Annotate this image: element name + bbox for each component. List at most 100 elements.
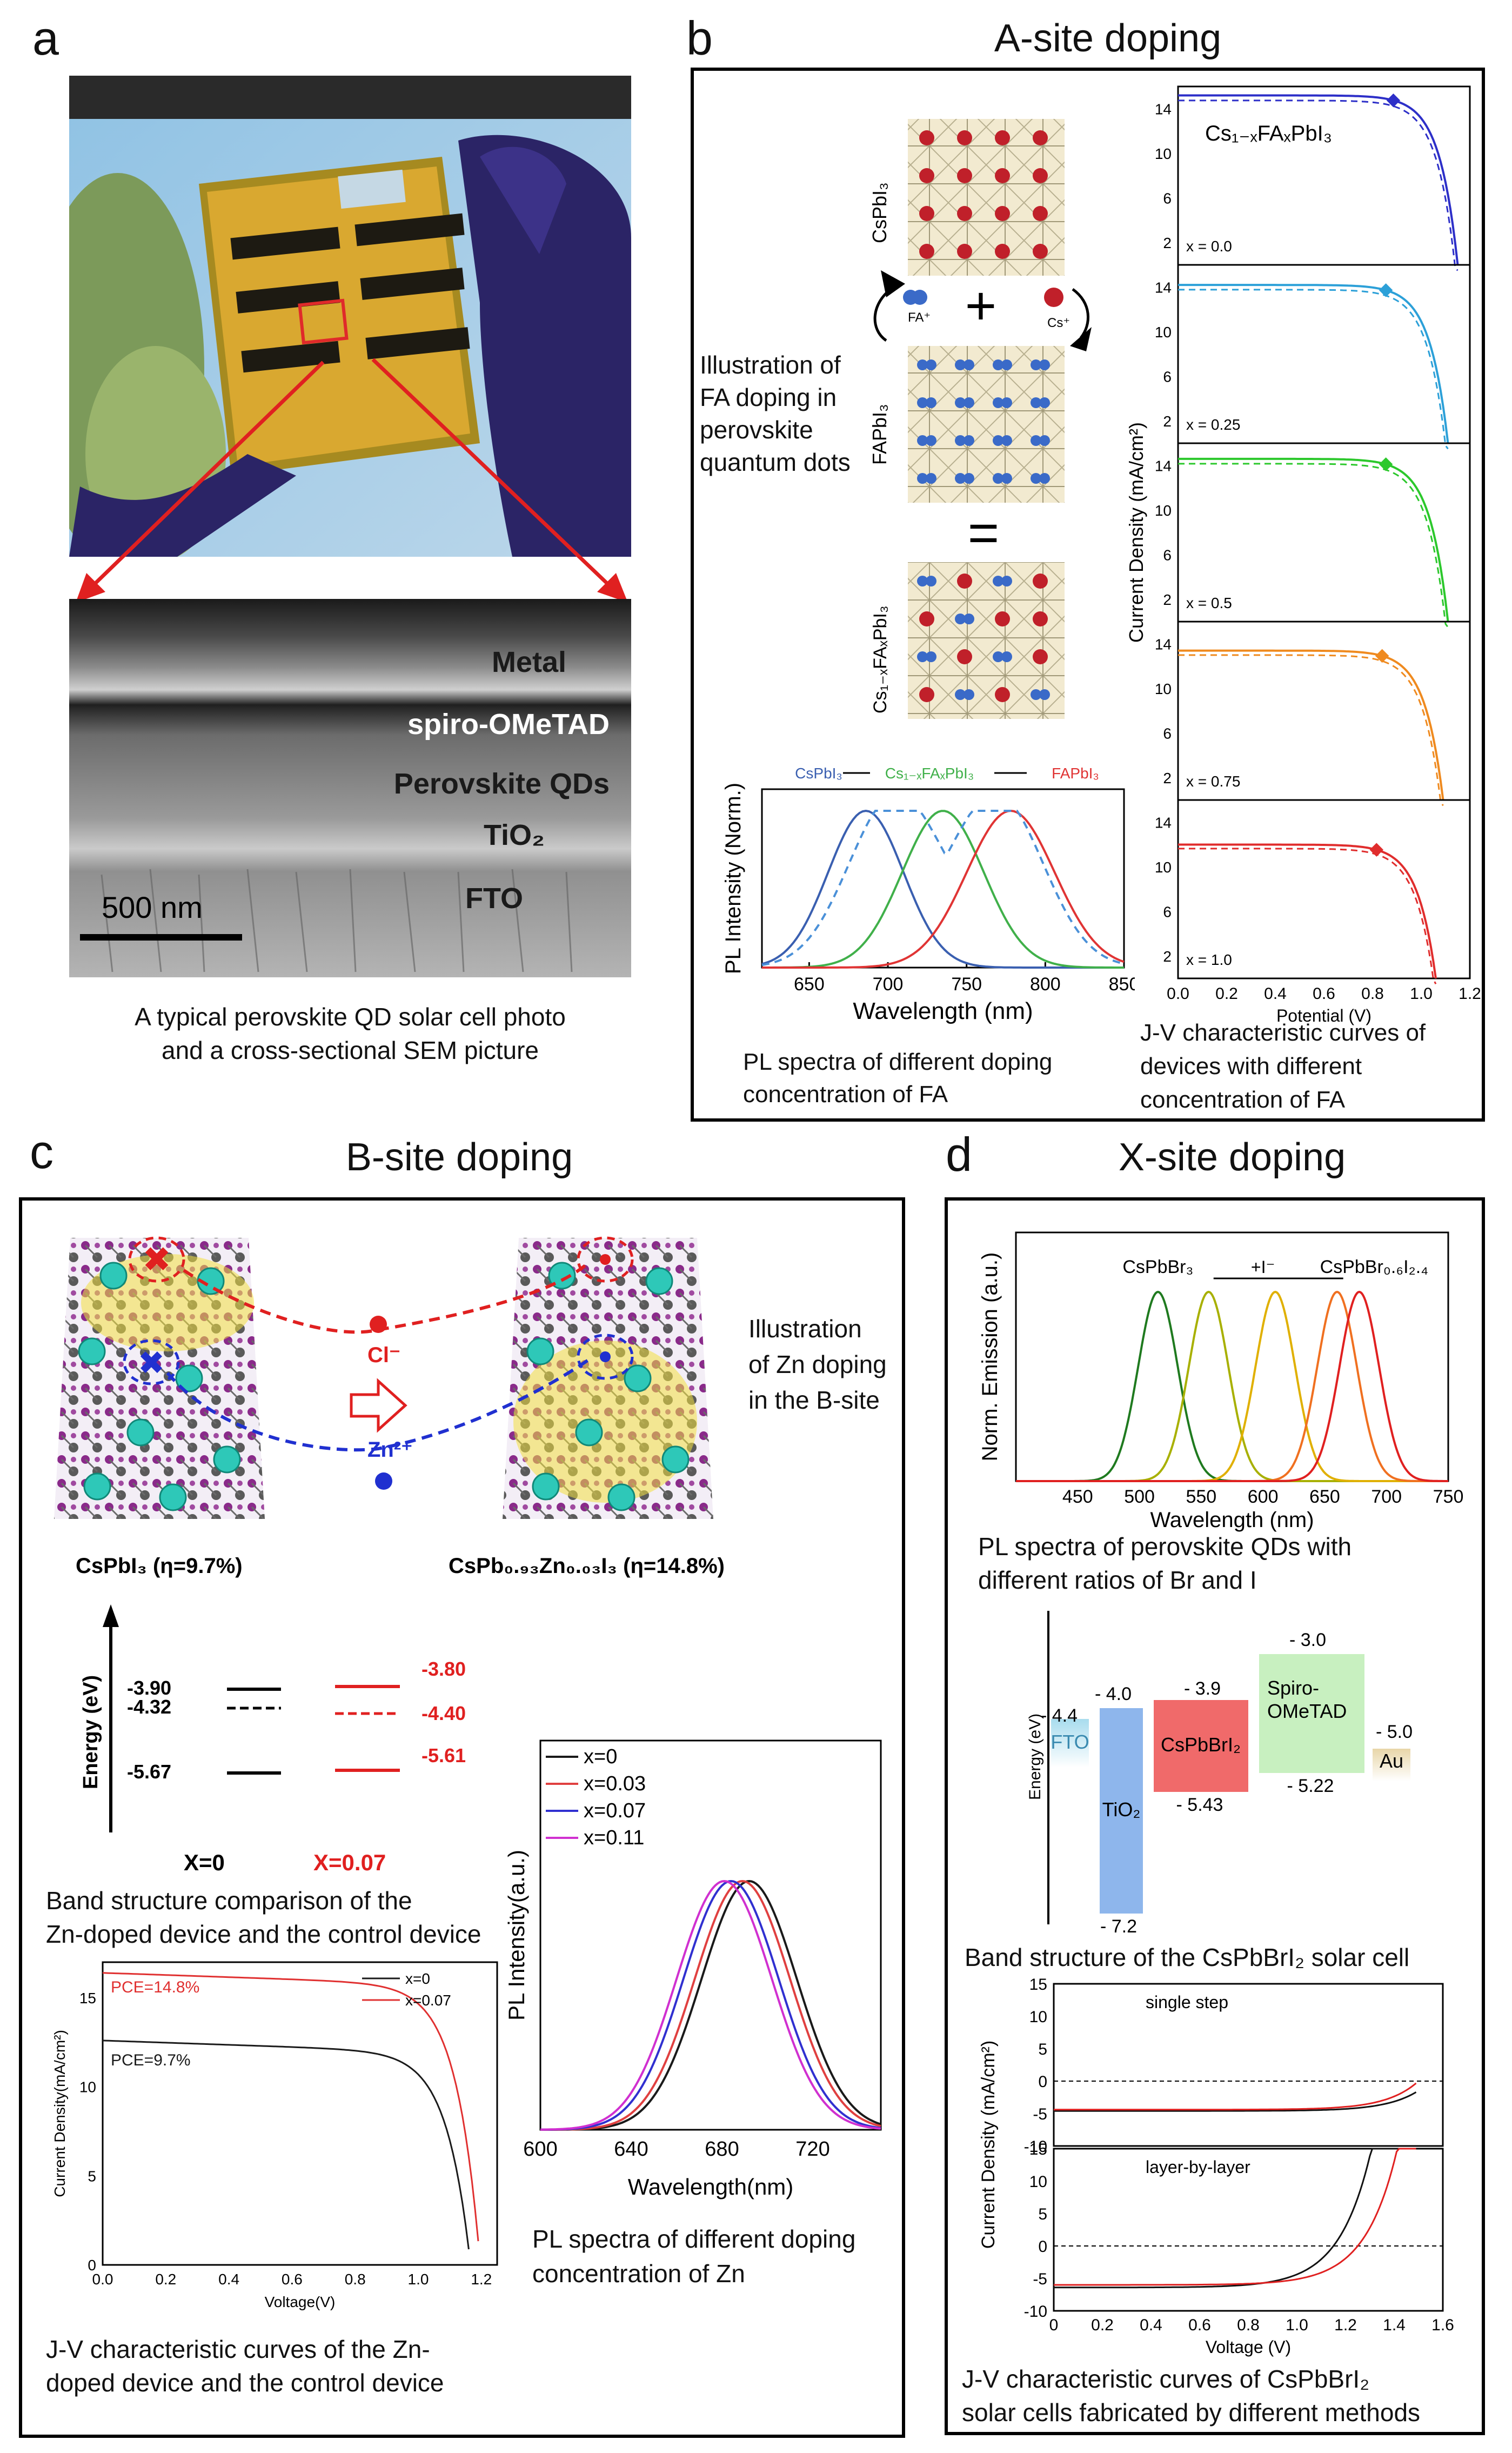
d-jv-ytick-1-3: 0	[1038, 2238, 1047, 2256]
b-jv-ytick-0-0: 2	[1163, 235, 1172, 251]
c-band-left-0: -3.90	[127, 1677, 171, 1699]
b-jv-curve-dashed-3	[1178, 654, 1444, 806]
b-pl-caption-line2: concentration of FA	[743, 1081, 948, 1108]
c-jv-ytick-1: 5	[88, 2168, 96, 2184]
b-jv-xtick-2: 0.4	[1264, 985, 1287, 1003]
d-jv-xlabel: Voltage (V)	[1206, 2337, 1291, 2357]
c-pl-legend-label-0: x=0	[584, 1745, 617, 1768]
b-jv-ytick-3-0: 2	[1163, 770, 1172, 786]
sem-label-tio2: TiO₂	[484, 819, 545, 851]
ion-zn-label: Zn²⁺	[367, 1438, 412, 1462]
sem-label-perovskite: Perovskite QDs	[394, 768, 610, 800]
c-jv-pce-1: PCE=14.8%	[111, 1978, 199, 1996]
b-jv-ytick-0-1: 6	[1163, 190, 1172, 206]
d-jv-xtick-5: 1.0	[1286, 2316, 1308, 2334]
b-jv-ytick-2-2: 10	[1155, 502, 1172, 519]
b-jv-caption-line2: devices with different	[1140, 1053, 1362, 1079]
b-illus-line3: perovskite	[700, 416, 813, 444]
b-jv-ytick-2-0: 2	[1163, 591, 1172, 608]
panel-a-letter: a	[32, 11, 59, 65]
b-pl-series-2	[762, 809, 1125, 969]
b-jv-label-0: x = 0.0	[1186, 238, 1232, 255]
panel-b-title: A-site doping	[994, 17, 1222, 60]
b-pl-xlabel: Wavelength (nm)	[853, 998, 1033, 1024]
d-jv-caption-line1: J-V characteristic curves of CsPbBrI₂	[962, 2365, 1370, 2393]
b-jv-ytick-0-3: 14	[1155, 101, 1172, 117]
c-illus-line1: Illustration	[748, 1315, 862, 1343]
d-jv-xtick-1: 0.2	[1091, 2316, 1114, 2334]
d-pl-caption-line1: PL spectra of perovskite QDs with	[978, 1532, 1352, 1561]
b-jv-ytick-3-1: 6	[1163, 725, 1172, 742]
b-illus-line4: quantum dots	[700, 448, 851, 476]
b-jv-ytick-1-3: 14	[1155, 279, 1172, 296]
b-illus-line2: FA doping in	[700, 383, 837, 411]
sem-label-metal: Metal	[492, 646, 566, 678]
struct-label-cspbi3: CsPbI₃	[868, 182, 891, 243]
b-pl-series-3	[761, 810, 1125, 966]
b-jv-curve-2	[1178, 457, 1449, 622]
d-band-fto-level: - 4.4	[1041, 1705, 1078, 1726]
d-band-tio2-top: - 4.0	[1095, 1684, 1132, 1704]
struct-label-mixed: Cs₁₋ₓFAₓPbI₃	[870, 605, 891, 714]
b-pl-series-1	[762, 810, 1124, 969]
d-jv-ytick-1-4: -5	[1033, 2270, 1047, 2288]
c-band-right-2: -5.61	[422, 1744, 466, 1767]
b-jv-xlabel: Potential (V)	[1276, 1006, 1371, 1025]
c-pl-caption-line2: concentration of Zn	[532, 2259, 745, 2288]
c-pl-legend-label-2: x=0.07	[584, 1799, 646, 1822]
b-jv-caption-line3: concentration of FA	[1140, 1086, 1346, 1113]
b-jv-ytick-3-2: 10	[1155, 681, 1172, 697]
b-pl-annotation-1: Cs₁₋ₓFAₓPbI₃	[885, 765, 974, 782]
c-jv-xtick-6: 1.2	[471, 2271, 492, 2288]
c-band-ylabel: Energy (eV)	[79, 1675, 102, 1789]
d-jv-ytick-0-3: 0	[1038, 2073, 1047, 2091]
b-jv-curve-dashed-0	[1178, 99, 1459, 271]
c-pl-xtick-1: 640	[614, 2138, 648, 2161]
d-pl-xtick-1: 500	[1124, 1487, 1155, 1507]
d-pl-label-left: CsPbBr₃	[1122, 1257, 1193, 1277]
c-pl-caption-line1: PL spectra of different doping	[532, 2225, 856, 2253]
d-band-perov-top: - 3.9	[1184, 1678, 1221, 1699]
panel-b-frame	[691, 68, 1485, 1122]
d-jv-xtick-0: 0	[1049, 2316, 1059, 2334]
b-pl-annotation-0: CsPbI₃	[795, 765, 842, 782]
d-band-tio2-bottom: - 7.2	[1100, 1916, 1137, 1935]
b-pl-tick-label-1: 700	[873, 974, 904, 995]
b-jv-chart: 2 6 10 14 x = 0.0 2 6 10 14 x = 0.25 2 6 10 14 x = 0.5…	[1125, 85, 1481, 1025]
d-band-spiro-bottom: - 5.22	[1287, 1776, 1334, 1796]
b-jv-mpp-1	[1379, 283, 1393, 297]
ion-label-cs: Cs⁺	[1047, 316, 1070, 330]
c-pl-legend-label-3: x=0.11	[584, 1827, 644, 1849]
d-jv-chart: 15 10 5 0 -5 -10 single step 15 10 5 0 -5 -10 layer-b…	[978, 1978, 1454, 2357]
b-jv-curve-1	[1178, 284, 1449, 444]
d-pl-xtick-2: 550	[1186, 1487, 1216, 1507]
d-band-spiro-name2: OMeTAD	[1267, 1700, 1347, 1722]
b-jv-ytick-4-3: 14	[1155, 814, 1172, 831]
c-band-diagram: Energy (eV) -3.90 -4.32 -5.67 -3.80 -4.4…	[79, 1604, 466, 1875]
c-jv-ytick-0: 0	[88, 2257, 96, 2274]
panel-a-caption-line1: A typical perovskite QD solar cell photo	[135, 1003, 566, 1031]
c-band-right-0: -3.80	[422, 1658, 466, 1680]
b-jv-xtick-4: 0.8	[1361, 985, 1384, 1003]
b-pl-ylabel: PL Intensity (Norm.)	[721, 783, 745, 974]
c-jv-pce-0: PCE=9.7%	[111, 2051, 191, 2069]
d-band-au-name: Au	[1380, 1750, 1403, 1772]
d-jv-ytick-1-2: 5	[1038, 2205, 1047, 2223]
c-illus-line3: in the B-site	[748, 1386, 880, 1414]
b-jv-ytick-1-0: 2	[1163, 413, 1172, 430]
b-jv-xtick-5: 1.0	[1410, 985, 1433, 1003]
d-jv-curve-1-red	[1054, 2148, 1416, 2286]
b-pl-annotation-2: FAPbI₃	[1052, 765, 1099, 782]
b-jv-curve-4	[1178, 843, 1437, 979]
d-band-diagram: Energy (eV) - 4.4 FTO - 4.0 TiO₂ - 7.2 -…	[1026, 1611, 1413, 1935]
c-jv-legend-label-0: x=0	[405, 1970, 430, 1987]
d-jv-subplot-1	[1053, 2148, 1444, 2312]
b-illus-line1: Illustration of	[700, 351, 841, 379]
b-jv-label-2: x = 0.5	[1186, 595, 1232, 611]
d-band-au-level: - 5.0	[1376, 1722, 1413, 1742]
b-jv-ytick-4-2: 10	[1155, 859, 1172, 876]
b-jv-curve-dashed-4	[1178, 848, 1437, 985]
c-jv-xtick-2: 0.4	[218, 2271, 239, 2288]
c-band-x0: X=0	[184, 1850, 225, 1875]
svg-text:✖: ✖	[138, 1345, 165, 1381]
